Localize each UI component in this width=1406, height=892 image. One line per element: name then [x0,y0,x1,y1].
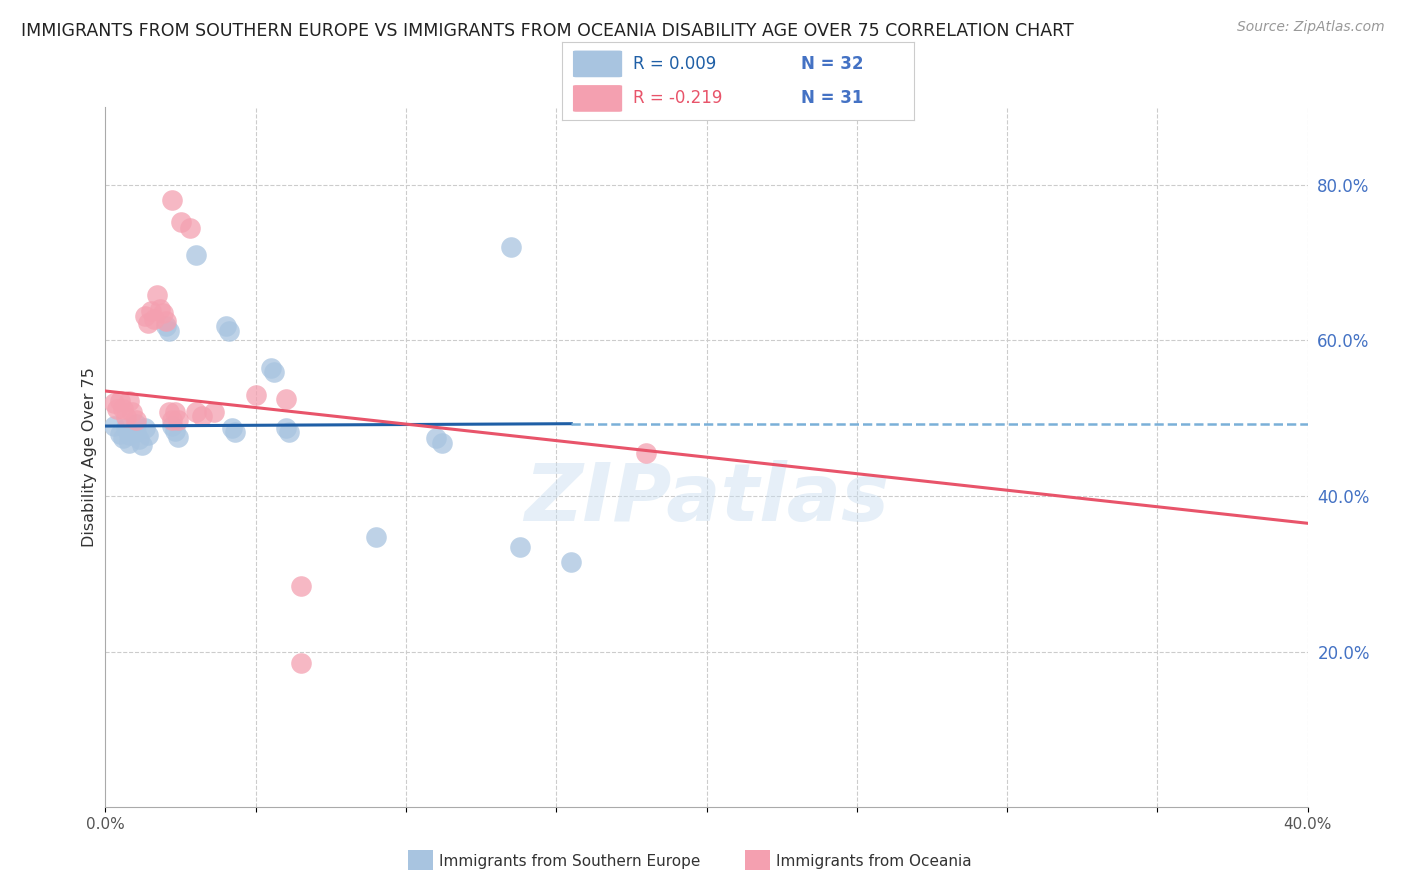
Text: N = 32: N = 32 [801,55,863,73]
Point [160,194,183,208]
Text: R = 0.009: R = 0.009 [633,55,716,73]
Point [190,409,212,423]
Point [152,306,174,320]
Point [155,319,177,334]
Point [139,304,162,318]
Point [124,425,146,440]
Point [636,446,658,460]
Point [121,405,143,419]
FancyBboxPatch shape [574,51,621,78]
Point [169,215,191,229]
Point [134,420,156,434]
Point [112,401,135,416]
Point [155,314,177,328]
Point [166,430,188,444]
Point [124,417,146,431]
Point [277,425,299,440]
Point [112,431,135,445]
Point [142,311,165,326]
Text: IMMIGRANTS FROM SOUTHERN EUROPE VS IMMIGRANTS FROM OCEANIA DISABILITY AGE OVER 7: IMMIGRANTS FROM SOUTHERN EUROPE VS IMMIG… [21,22,1074,40]
Text: N = 31: N = 31 [801,89,863,107]
Point [157,405,180,419]
Point [274,392,297,406]
Point [290,657,312,671]
Point [163,405,186,419]
Point [160,413,183,427]
Point [134,309,156,323]
Point [425,431,447,445]
Point [364,529,387,543]
Point [103,395,125,409]
Point [110,426,132,441]
Point [263,365,285,379]
Point [103,419,125,434]
Point [218,324,240,338]
Point [560,555,582,569]
Point [131,438,153,452]
Point [430,436,453,450]
Y-axis label: Disability Age Over 75: Disability Age Over 75 [82,368,97,547]
Point [245,388,267,402]
Point [115,409,138,424]
Point [501,240,523,254]
Point [290,578,312,592]
Point [274,421,297,435]
Point [179,220,201,235]
Text: Immigrants from Oceania: Immigrants from Oceania [776,855,972,869]
Point [157,324,180,338]
Point [110,394,132,409]
Point [184,405,207,419]
Point [145,288,167,302]
Point [163,425,186,439]
Point [221,421,243,435]
Point [148,302,170,317]
Point [202,405,225,419]
Point [115,421,138,435]
Point [160,419,183,434]
Point [118,428,141,442]
Text: R = -0.219: R = -0.219 [633,89,723,107]
Point [136,316,159,330]
Point [184,248,207,262]
Point [128,432,150,446]
Text: ZIPatlas: ZIPatlas [524,460,889,538]
Text: Immigrants from Southern Europe: Immigrants from Southern Europe [439,855,700,869]
FancyBboxPatch shape [574,85,621,112]
Point [166,413,188,427]
Point [118,436,141,450]
Point [509,540,531,554]
Point [118,394,141,409]
Point [260,360,283,375]
Text: Source: ZipAtlas.com: Source: ZipAtlas.com [1237,20,1385,34]
Point [224,425,246,440]
Point [107,401,129,416]
Point [214,319,236,334]
Point [136,428,159,442]
Point [124,413,146,427]
